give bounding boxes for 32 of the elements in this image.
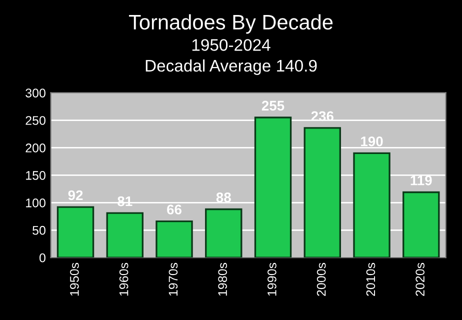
y-tick-label: 200 [26, 144, 46, 152]
x-tick-label: 1970s [168, 262, 178, 296]
y-tick-label: 50 [32, 226, 46, 235]
data-label: 255 [262, 100, 284, 111]
y-tick-label: 300 [26, 88, 46, 98]
bar [56, 206, 94, 258]
data-label: 66 [167, 204, 182, 214]
chart-title: Tornadoes By Decade [128, 14, 333, 34]
x-tick-label: 2010s [366, 262, 376, 296]
bar [402, 191, 440, 258]
bar [106, 212, 144, 258]
x-tick-label: 1980s [218, 262, 227, 296]
data-label: 119 [410, 175, 432, 186]
y-tick-label: 0 [39, 253, 46, 262]
data-label: 88 [216, 192, 231, 202]
data-label: 92 [68, 190, 83, 200]
bar [254, 116, 292, 258]
x-tick-label: 1990s [268, 262, 276, 296]
y-tick-label: 250 [26, 116, 46, 125]
bar [353, 152, 390, 258]
x-tick-label: 1950s [70, 262, 79, 296]
bar [156, 220, 193, 258]
x-tick-label: 2020s [416, 262, 424, 296]
y-tick-label: 100 [26, 198, 46, 208]
data-label: 190 [361, 136, 383, 146]
y-tick-label: 150 [26, 171, 46, 180]
x-tick-label: 1960s [119, 262, 128, 296]
text: Decadal Average 140.9 [146, 59, 317, 75]
bar [205, 208, 242, 258]
chart-subtitle: 1950-2024 [192, 39, 270, 51]
bar [304, 127, 341, 258]
x-tick-label: 2000s [316, 262, 326, 296]
